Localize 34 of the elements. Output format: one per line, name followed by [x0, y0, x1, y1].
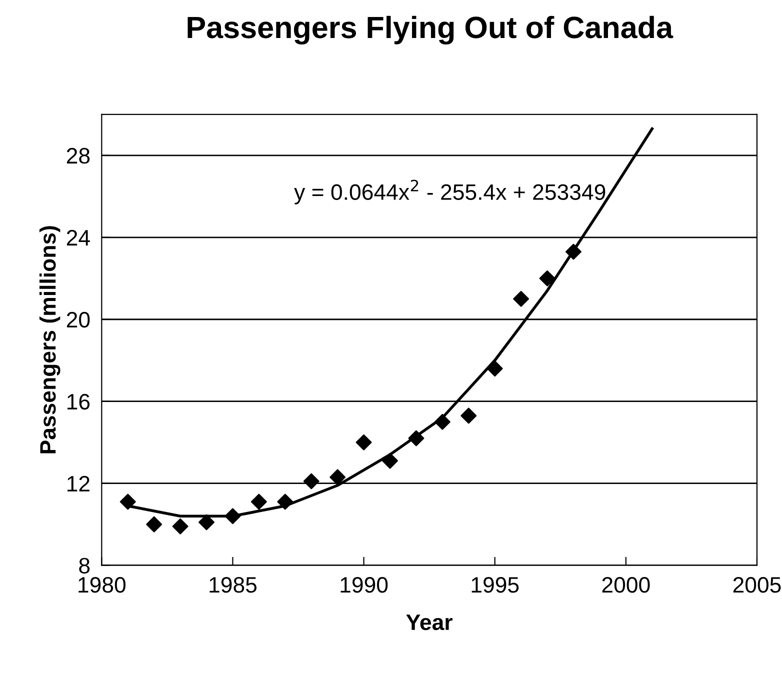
- y-tick-label: 16: [68, 394, 90, 410]
- y-tick-label: 12: [68, 476, 90, 492]
- annotation: y = 0.0644x$^{2}$ - 255.4x + 253349: [294, 180, 606, 204]
- y-tick-label: 28: [66, 148, 90, 164]
- point: [566, 244, 582, 260]
- y-tick-label: 8: [79, 558, 90, 574]
- x-tick-label: 2000: [602, 577, 650, 593]
- point: [356, 434, 372, 450]
- y-tick-label: 20: [66, 312, 90, 328]
- x-tick-label: 2005: [733, 577, 781, 593]
- point: [224, 508, 241, 524]
- point: [146, 516, 162, 532]
- x-tick-label: 1990: [340, 577, 388, 593]
- x-tick-label: 1985: [210, 577, 257, 593]
- point: [513, 290, 530, 307]
- x-axis-title: Year: [406, 614, 452, 630]
- point: [408, 430, 424, 446]
- point: [434, 414, 450, 430]
- point: [330, 469, 346, 486]
- x-tick-label: 1980: [78, 577, 126, 593]
- chart-title: Passengers Flying Out of Canada: [188, 16, 674, 44]
- y-tick-label: 24: [66, 230, 90, 246]
- point: [120, 494, 136, 510]
- x-tick-label: 1995: [472, 577, 519, 593]
- point: [539, 270, 556, 286]
- point: [250, 494, 267, 510]
- point: [460, 408, 477, 424]
- point: [382, 452, 398, 469]
- point: [303, 473, 320, 490]
- point: [277, 494, 294, 510]
- point: [486, 360, 503, 377]
- point: [172, 518, 188, 534]
- y-axis-title: Passengers (millions): [39, 226, 60, 454]
- point: [198, 514, 214, 530]
